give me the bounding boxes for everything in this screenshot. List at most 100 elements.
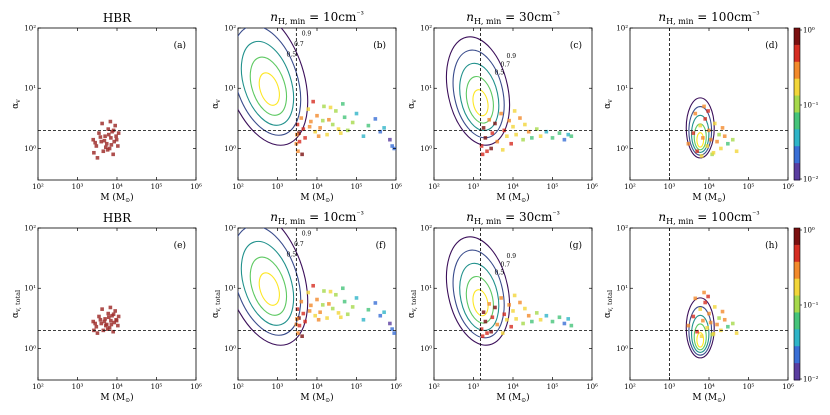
data-point [500, 331, 505, 335]
data-point [490, 315, 495, 320]
panel-f: 0.9 0.7 0.5 10² 10³ 10⁴ 10⁵ 10⁶ 10⁰ 10¹ 10² (f) nH, … [211, 210, 402, 404]
panel-title: HBR [103, 211, 132, 225]
contour-level [445, 236, 511, 346]
panel-title: nH, min = 10cm⁻³ [270, 210, 364, 226]
data-point [562, 321, 567, 326]
data-point [702, 104, 706, 109]
data-point [701, 318, 705, 323]
data-point [315, 297, 319, 302]
y-tick-label: 10² [420, 225, 432, 233]
colorbar-segment [794, 95, 800, 113]
colorbar: 10⁰ 10⁻¹ 10⁻² [793, 227, 819, 384]
contour-label: 0.5 [495, 70, 505, 77]
y-tick-label: 10¹ [420, 285, 432, 293]
data-point [507, 118, 511, 123]
data-point [114, 134, 118, 138]
data-point [99, 139, 104, 144]
x-tick-label: 10⁶ [586, 183, 598, 191]
contour-level [472, 89, 489, 117]
data-point [100, 121, 104, 126]
contour-level [258, 72, 280, 106]
data-point [489, 146, 493, 151]
plot-frame [37, 27, 197, 181]
density-contours: 0.90.70.5 [445, 236, 516, 346]
data-point [354, 296, 359, 300]
y-tick-label: 10² [24, 225, 36, 233]
x-tick-label: 10³ [72, 383, 84, 391]
data-point [493, 121, 497, 126]
data-point [534, 311, 539, 315]
contour-level [249, 56, 288, 116]
data-point [711, 150, 716, 155]
x-tick-label: 10³ [272, 183, 284, 191]
scatter-series [294, 99, 396, 157]
data-point [734, 149, 739, 154]
panel-title: nH, min = 30cm⁻³ [466, 210, 560, 226]
plot-frame [237, 227, 397, 381]
data-point [325, 316, 329, 320]
contour-level [238, 28, 309, 146]
data-point [320, 118, 325, 123]
panel-b: 0.9 0.7 0.5 10² 10³ 10⁴ 10⁵ 10⁶ 10⁰ 10¹ 10² (b) nH, … [211, 10, 402, 204]
y-tick-label: 10² [224, 225, 236, 233]
data-point [341, 286, 345, 291]
y-tick-label: 10⁰ [224, 345, 236, 353]
x-axis-label: M (M⊙) [692, 192, 725, 204]
density-contours: 0.90.70.5 [238, 228, 311, 346]
y-tick-label: 10⁰ [420, 345, 432, 353]
data-point [301, 127, 306, 131]
x-tick-label: 10⁶ [586, 383, 598, 391]
contour-level [465, 75, 494, 124]
data-point [514, 317, 518, 321]
data-point [726, 324, 730, 329]
data-point [107, 326, 112, 330]
data-point [699, 334, 704, 338]
data-point [111, 152, 115, 157]
data-point [521, 137, 525, 142]
data-point [307, 124, 312, 129]
data-point [297, 323, 302, 328]
data-point [712, 305, 717, 309]
data-point [315, 113, 319, 118]
colorbar-segment [794, 363, 800, 381]
data-point [500, 148, 505, 152]
data-point [100, 307, 104, 311]
x-tick-label: 10⁴ [111, 183, 123, 191]
data-point [479, 327, 484, 331]
data-point [106, 315, 111, 320]
scatter-series [91, 119, 121, 160]
data-point [479, 144, 484, 148]
plot-frame [433, 27, 593, 181]
data-point [719, 146, 723, 151]
data-point [550, 136, 555, 140]
data-point [106, 132, 111, 137]
data-point [322, 104, 326, 109]
data-point [113, 123, 117, 128]
data-point [338, 315, 343, 320]
data-point [495, 322, 500, 327]
data-point [338, 131, 343, 135]
data-point [691, 131, 696, 135]
data-point [103, 317, 107, 321]
data-point [101, 149, 106, 154]
data-point [300, 334, 304, 338]
plot-frame [37, 227, 197, 381]
x-tick-label: 10⁶ [190, 383, 202, 391]
data-point [715, 139, 719, 144]
data-point [297, 316, 301, 320]
data-point [116, 314, 121, 319]
data-point [720, 309, 725, 314]
panel-tag: (f) [376, 240, 386, 251]
data-point [103, 145, 108, 150]
data-point [495, 139, 500, 144]
x-tick-label: 10⁵ [743, 183, 755, 191]
data-point [722, 134, 727, 138]
data-point [693, 111, 698, 116]
x-tick-label: 10² [428, 183, 440, 191]
colorbar-segment [794, 28, 800, 46]
data-point [297, 131, 301, 135]
x-tick-label: 10⁵ [351, 383, 363, 391]
data-point [295, 317, 299, 321]
data-point [514, 132, 518, 137]
data-point [702, 290, 706, 295]
